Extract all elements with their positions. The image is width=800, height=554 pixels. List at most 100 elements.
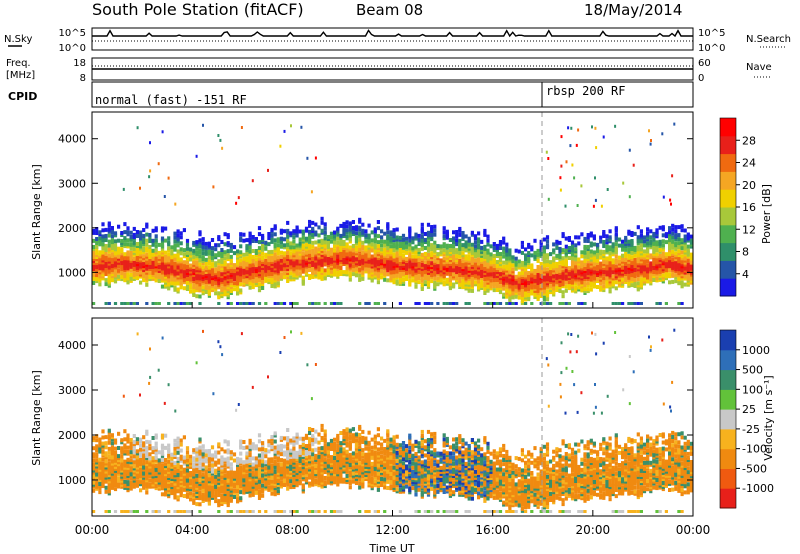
power-cell bbox=[639, 229, 643, 234]
power-cell bbox=[514, 260, 518, 265]
power-cell bbox=[442, 256, 446, 261]
power-cell bbox=[148, 245, 152, 249]
power-cell bbox=[176, 255, 180, 260]
power-cell bbox=[376, 226, 380, 231]
velocity-cell bbox=[98, 469, 102, 474]
velocity-cell bbox=[113, 473, 118, 477]
power-cell bbox=[308, 223, 312, 228]
power-cell bbox=[564, 284, 568, 289]
power-cell bbox=[219, 138, 222, 142]
power-cell bbox=[329, 253, 334, 258]
power-cell bbox=[414, 232, 418, 237]
power-cell bbox=[592, 250, 596, 255]
velocity-cell bbox=[164, 468, 168, 473]
power-cell bbox=[267, 168, 269, 172]
power-cell bbox=[383, 277, 387, 282]
power-cell bbox=[592, 274, 596, 279]
power-cell bbox=[192, 269, 196, 273]
power-cell bbox=[558, 240, 562, 245]
velocity-cell bbox=[120, 446, 124, 451]
power-cell bbox=[461, 243, 465, 248]
velocity-cell bbox=[201, 495, 205, 499]
nave-label: Nave bbox=[746, 62, 772, 73]
power-cell bbox=[282, 229, 287, 234]
power-cell bbox=[135, 272, 139, 277]
power-cell bbox=[104, 234, 108, 238]
velocity-cell bbox=[145, 445, 149, 450]
power-cell bbox=[251, 235, 255, 239]
power-cell bbox=[173, 235, 177, 240]
power-cell bbox=[661, 251, 665, 256]
power-cell bbox=[336, 252, 340, 257]
power-cell bbox=[323, 250, 327, 255]
power-cell bbox=[151, 248, 155, 253]
velocity-cell bbox=[95, 480, 99, 485]
power-cell bbox=[185, 261, 190, 265]
power-cell bbox=[306, 156, 309, 160]
power-cell bbox=[139, 244, 143, 249]
power-cell bbox=[267, 242, 271, 247]
velocity-cell bbox=[95, 474, 99, 479]
power-cell bbox=[680, 224, 684, 229]
power-cell bbox=[129, 250, 133, 255]
power-cell bbox=[383, 302, 387, 305]
velocity-cell bbox=[204, 475, 208, 480]
power-cell bbox=[198, 294, 202, 299]
power-cell bbox=[135, 234, 139, 238]
velocity-cell bbox=[135, 459, 139, 464]
velocity-cell bbox=[170, 452, 174, 457]
velocity-cell bbox=[135, 449, 139, 454]
power-cell bbox=[495, 260, 499, 264]
power-cell bbox=[426, 252, 431, 257]
velocity-cell bbox=[123, 429, 127, 434]
velocity-cell bbox=[176, 436, 180, 441]
power-cell bbox=[636, 281, 640, 286]
power-cell bbox=[164, 266, 168, 271]
velocity-cell bbox=[185, 510, 190, 513]
power-cell bbox=[639, 302, 643, 305]
power-cell bbox=[373, 302, 377, 305]
power-cell bbox=[123, 236, 127, 241]
velocity-cell bbox=[182, 467, 186, 472]
power-cell bbox=[680, 280, 684, 285]
power-cell bbox=[123, 222, 127, 227]
power-cell bbox=[113, 243, 118, 248]
power-cell bbox=[201, 265, 205, 270]
power-cell bbox=[642, 249, 647, 254]
power-cell bbox=[398, 242, 402, 246]
power-cell bbox=[323, 230, 327, 235]
power-cell bbox=[670, 202, 672, 206]
power-cell bbox=[608, 245, 612, 250]
power-cell bbox=[217, 251, 221, 256]
power-cell bbox=[383, 231, 387, 236]
power-cell bbox=[605, 234, 609, 239]
velocity-cell bbox=[195, 481, 199, 486]
power-cell bbox=[561, 248, 565, 253]
power-cell bbox=[117, 260, 121, 265]
power-cell bbox=[686, 282, 690, 287]
power-cell bbox=[530, 245, 534, 250]
power-cell bbox=[614, 242, 618, 247]
power-cell bbox=[539, 261, 543, 266]
power-cell bbox=[237, 196, 240, 200]
power-cell bbox=[320, 240, 324, 245]
power-cell bbox=[154, 226, 158, 231]
power-cell bbox=[561, 302, 565, 305]
power-cell bbox=[686, 244, 690, 249]
power-cell bbox=[536, 269, 540, 273]
power-cell bbox=[452, 230, 456, 235]
power-cell bbox=[595, 146, 598, 150]
power-cell bbox=[279, 258, 283, 263]
power-cell bbox=[433, 246, 437, 251]
power-cell bbox=[605, 244, 609, 249]
velocity-cell bbox=[145, 464, 149, 469]
velocity-cell bbox=[189, 481, 193, 486]
power-cell bbox=[689, 278, 694, 283]
velocity-cell bbox=[139, 437, 143, 442]
power-cell bbox=[408, 242, 412, 247]
power-cell bbox=[364, 229, 368, 234]
velocity-cell bbox=[201, 486, 205, 491]
power-cell bbox=[223, 256, 227, 261]
power-cell bbox=[650, 139, 652, 142]
power-cell bbox=[502, 250, 506, 255]
